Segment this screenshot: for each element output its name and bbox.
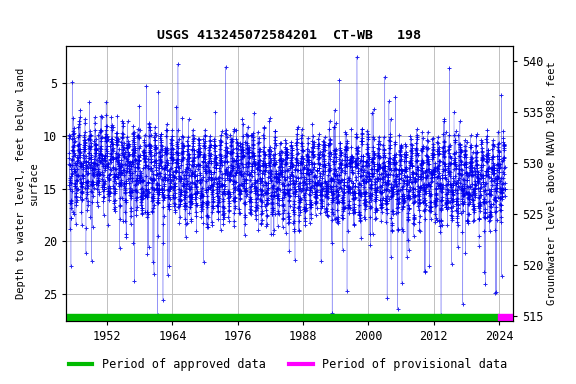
Title: USGS 413245072584201  CT-WB   198: USGS 413245072584201 CT-WB 198 [157, 29, 422, 42]
Y-axis label: Depth to water level, feet below land
surface: Depth to water level, feet below land su… [16, 68, 39, 299]
Y-axis label: Groundwater level above NAVD 1988, feet: Groundwater level above NAVD 1988, feet [547, 61, 557, 305]
Legend: Period of approved data, Period of provisional data: Period of approved data, Period of provi… [64, 354, 512, 376]
